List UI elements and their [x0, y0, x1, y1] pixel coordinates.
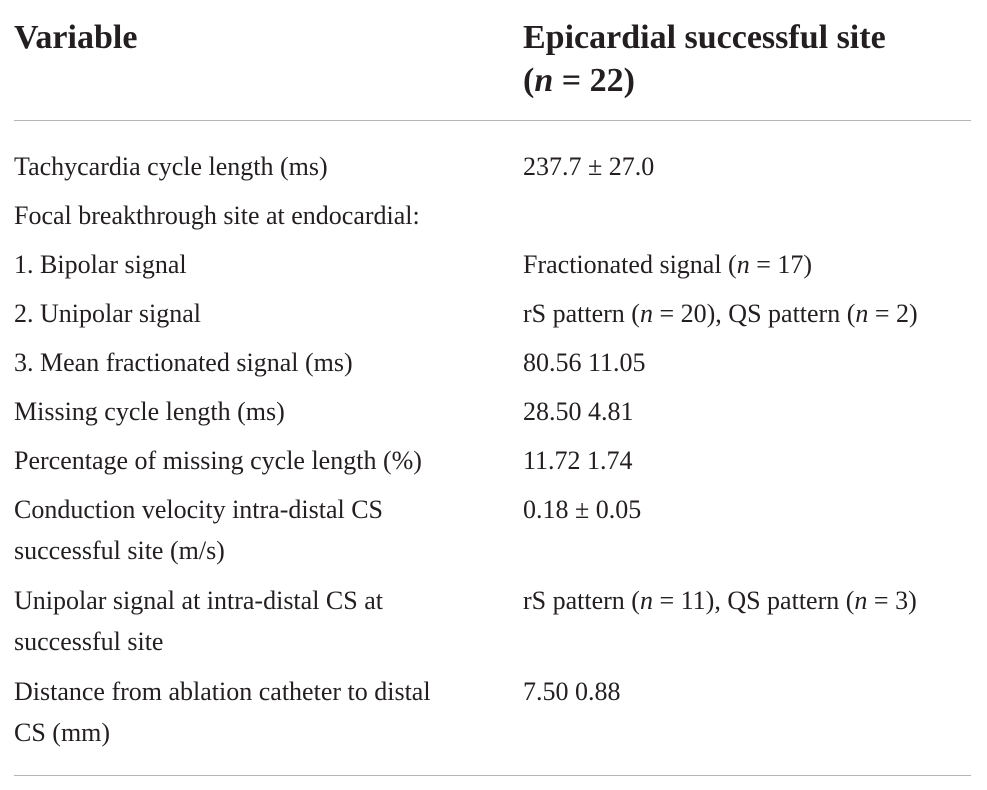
- row-variable: Distance from ablation catheter to dista…: [14, 671, 523, 753]
- table-body: Tachycardia cycle length (ms) 237.7 ± 27…: [14, 121, 971, 776]
- header-site-line1: Epicardial successful site: [523, 19, 886, 56]
- table-row: Focal breakthrough site at endocardial:: [14, 191, 971, 240]
- header-site-line2: (n = 22): [523, 59, 971, 102]
- table-row: Percentage of missing cycle length (%) 1…: [14, 436, 971, 485]
- header-n-value: = 22): [553, 62, 635, 99]
- header-variable: Variable: [14, 19, 138, 56]
- table-row: Unipolar signal at intra-distal CS at su…: [14, 576, 971, 667]
- table-row: Tachycardia cycle length (ms) 237.7 ± 27…: [14, 142, 971, 191]
- row-variable: Tachycardia cycle length (ms): [14, 152, 328, 181]
- table-header: Variable Epicardial successful site (n =…: [14, 0, 971, 121]
- row-value: [523, 195, 971, 236]
- row-variable-line2: successful site: [14, 627, 164, 656]
- header-n: n: [534, 62, 554, 99]
- row-value: 80.56 11.05: [523, 348, 646, 377]
- row-variable: 1. Bipolar signal: [14, 250, 187, 279]
- table-row: 1. Bipolar signal Fractionated signal (n…: [14, 240, 971, 289]
- row-value: rS pattern (n = 20), QS pattern (n = 2): [523, 299, 918, 328]
- row-variable-line1: Conduction velocity intra-distal CS: [14, 495, 384, 524]
- row-variable: Percentage of missing cycle length (%): [14, 446, 422, 475]
- row-variable: Conduction velocity intra-distal CS succ…: [14, 489, 523, 571]
- row-variable: Missing cycle length (ms): [14, 397, 285, 426]
- row-variable-line2: successful site (m/s): [14, 536, 225, 565]
- row-variable: Unipolar signal at intra-distal CS at su…: [14, 580, 523, 662]
- row-value: 0.18 ± 0.05: [523, 495, 642, 524]
- table-row: Conduction velocity intra-distal CS succ…: [14, 485, 971, 576]
- row-variable: 2. Unipolar signal: [14, 299, 202, 328]
- row-value: 28.50 4.81: [523, 397, 634, 426]
- row-variable-line2: CS (mm): [14, 718, 111, 747]
- table-row: 2. Unipolar signal rS pattern (n = 20), …: [14, 289, 971, 338]
- row-variable: 3. Mean fractionated signal (ms): [14, 348, 353, 377]
- table-row: Missing cycle length (ms) 28.50 4.81: [14, 387, 971, 436]
- table-row: Distance from ablation catheter to dista…: [14, 667, 971, 758]
- table-row: 3. Mean fractionated signal (ms) 80.56 1…: [14, 338, 971, 387]
- header-epicardial-site: Epicardial successful site (n = 22): [523, 0, 971, 120]
- row-variable-line1: Distance from ablation catheter to dista…: [14, 677, 431, 706]
- row-value: 11.72 1.74: [523, 446, 633, 475]
- row-value: 7.50 0.88: [523, 677, 621, 706]
- row-value: Fractionated signal (n = 17): [523, 250, 813, 279]
- row-value: rS pattern (n = 11), QS pattern (n = 3): [523, 586, 917, 615]
- row-variable-line1: Unipolar signal at intra-distal CS at: [14, 586, 383, 615]
- data-table: Variable Epicardial successful site (n =…: [14, 0, 971, 776]
- row-variable: Focal breakthrough site at endocardial:: [14, 201, 420, 230]
- header-paren: (: [523, 62, 535, 99]
- row-value: 237.7 ± 27.0: [523, 152, 655, 181]
